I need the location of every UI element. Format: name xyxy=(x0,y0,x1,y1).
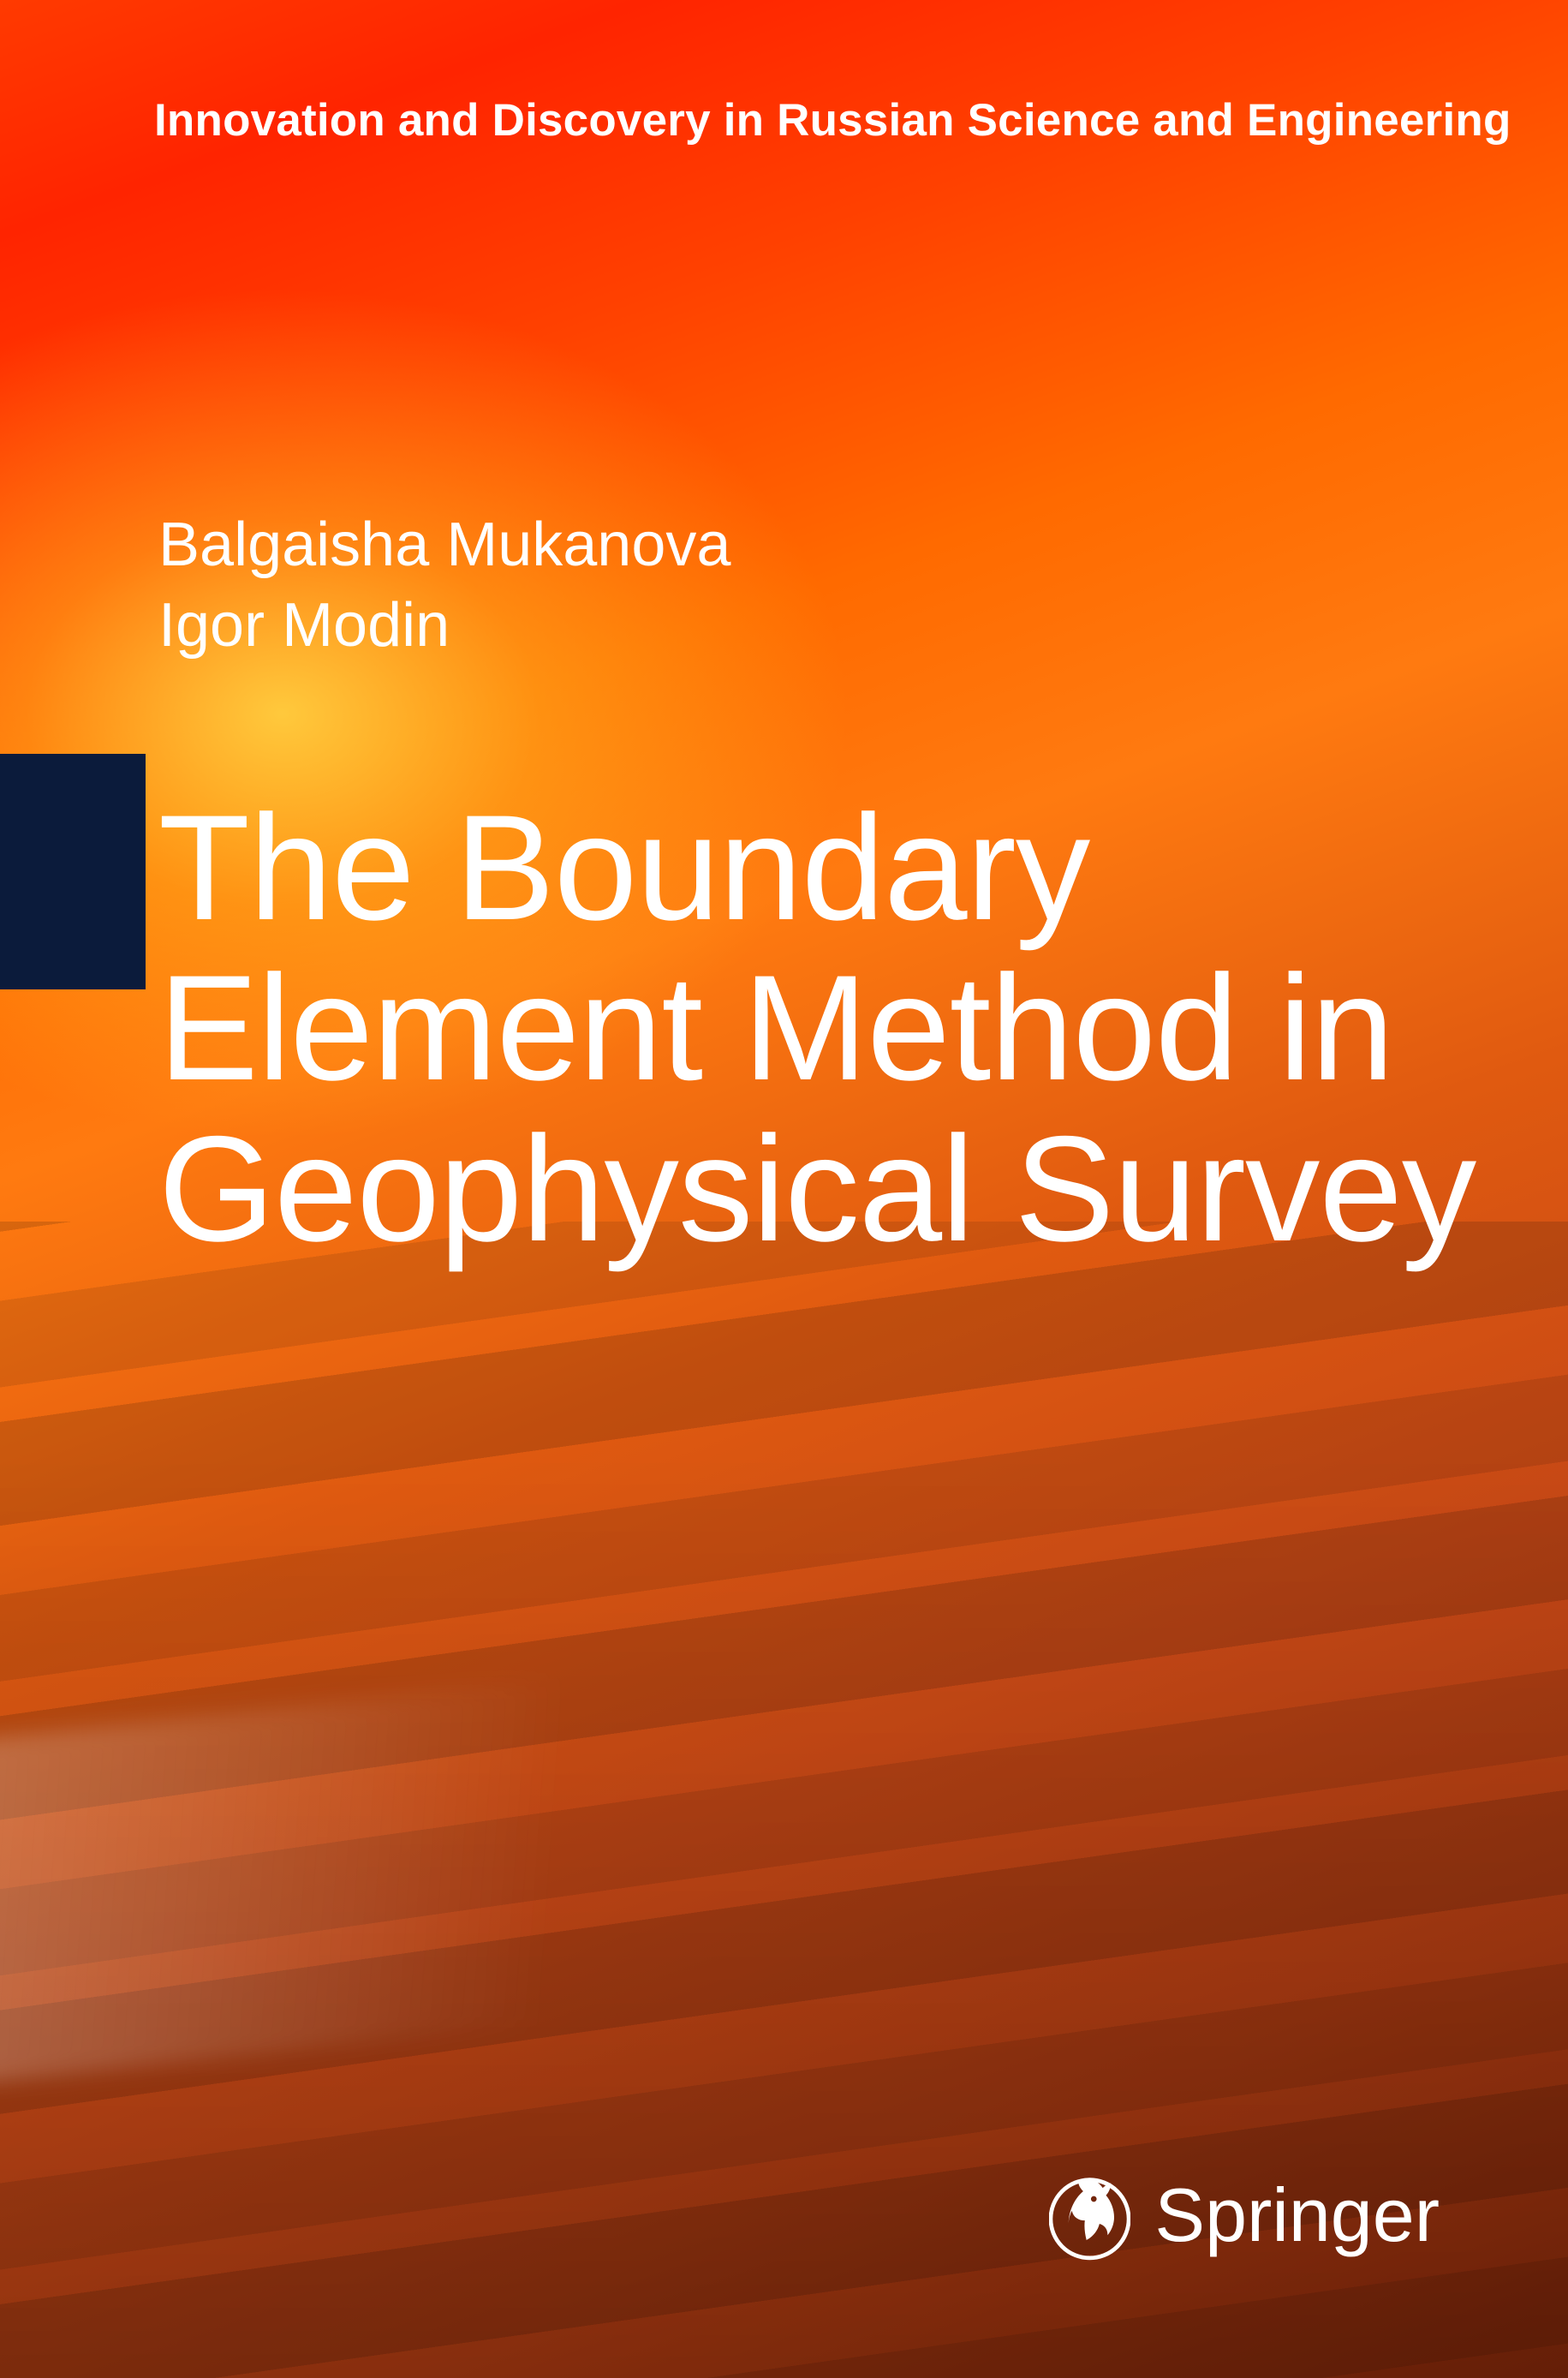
springer-horse-icon xyxy=(1049,2168,1130,2262)
title-line: Element Method in xyxy=(158,948,1476,1108)
title-line: The Boundary xyxy=(158,788,1476,948)
title-line: Geophysical Survey xyxy=(158,1109,1476,1270)
author-name: Balgaisha Mukanova xyxy=(158,505,730,586)
spine-accent-tab xyxy=(0,754,146,989)
authors-block: Balgaisha Mukanova Igor Modin xyxy=(158,505,730,666)
publisher-block: Springer xyxy=(1049,2168,1440,2262)
book-title: The Boundary Element Method in Geophysic… xyxy=(158,788,1476,1270)
author-name: Igor Modin xyxy=(158,586,730,666)
publisher-name: Springer xyxy=(1154,2172,1440,2259)
series-title: Innovation and Discovery in Russian Scie… xyxy=(154,94,1568,146)
book-cover: Innovation and Discovery in Russian Scie… xyxy=(0,0,1568,2378)
